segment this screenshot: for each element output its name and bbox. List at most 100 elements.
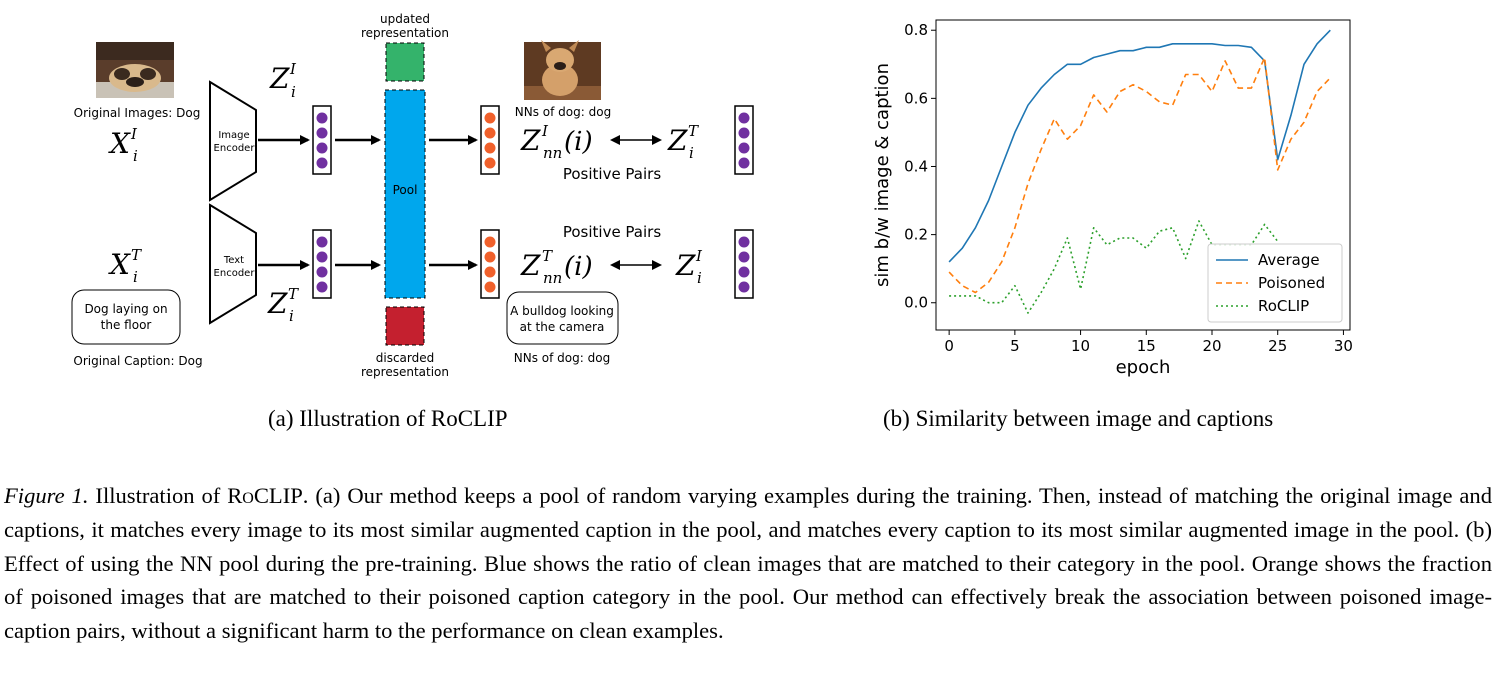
figure-caption: Figure 1. Illustration of RoCLIP. (a) Ou…	[4, 479, 1492, 648]
text-embedding-vector	[312, 229, 332, 299]
figure-caption-pre: Illustration of	[88, 483, 228, 508]
nn-caption-box: A bulldog looking at the camera	[506, 291, 619, 345]
pool-label: Pool	[393, 183, 418, 197]
positive-pairs-label-bottom: Positive Pairs	[563, 223, 661, 241]
z-nn-image-sub: nn	[543, 144, 562, 162]
pool-block	[384, 89, 426, 299]
x-tick-label: 0	[944, 337, 954, 355]
discarded-representation-block	[385, 306, 425, 346]
updated-representation-block	[385, 42, 425, 82]
discarded-label-2: representation	[361, 365, 449, 379]
figure-label: Figure 1.	[4, 483, 89, 508]
z-text-top-sub: i	[689, 144, 694, 162]
updated-label-2: representation	[361, 26, 449, 40]
original-caption-box: Dog laying on the floor	[71, 289, 181, 345]
orig-caption-line-1: Dog laying on	[84, 302, 167, 316]
x-image-sub: i	[133, 147, 138, 165]
bulldog-image	[524, 40, 601, 100]
orig-images-label: Original Images: Dog	[74, 106, 201, 120]
image-embedding-vector	[312, 105, 332, 175]
x-tick-label: 10	[1071, 337, 1090, 355]
x-axis-label: epoch	[1116, 357, 1171, 378]
plot-frame	[935, 19, 1351, 331]
z-nn-text-symbol: Z T nn (i)	[520, 247, 593, 287]
z-text-symbol-top: Z T i	[667, 122, 699, 162]
z-image-sup: I	[289, 60, 297, 78]
z-text-sup: T	[288, 285, 299, 303]
nn-caption-line-2: at the camera	[520, 320, 605, 334]
text-embedding-vector-right-top	[734, 105, 754, 175]
series-line-average	[948, 29, 1331, 263]
z-nn-image-sup: I	[541, 122, 549, 140]
z-nn-image-base: Z	[520, 124, 541, 157]
image-encoder-label-1: Image	[218, 130, 249, 141]
figure-caption-text: . (a) Our method keeps a pool of random …	[4, 483, 1493, 644]
text-encoder: Text Encoder	[209, 203, 257, 325]
z-text-symbol: Z T i	[267, 285, 299, 325]
z-nn-image-symbol: Z I nn (i)	[520, 122, 593, 162]
legend-box	[1207, 243, 1343, 323]
nn-image-vector	[480, 105, 500, 175]
nn-dog-label-bottom: NNs of dog: dog	[514, 351, 610, 365]
z-text-top-sup: T	[688, 122, 699, 140]
similarity-chart: 0 5 10 15 20 25 30 0.0 0.2 0.4 0.6 0.8 epoch sim b/w …	[872, 19, 1353, 378]
chart-series	[948, 29, 1331, 314]
x-tick-label: 5	[1010, 337, 1020, 355]
y-tick-label: 0.6	[904, 89, 928, 107]
x-tick-label: 30	[1334, 337, 1353, 355]
z-nn-text-arg: (i)	[564, 252, 593, 282]
x-tick-label: 25	[1268, 337, 1287, 355]
series-line-roclip	[949, 220, 1279, 314]
text-encoder-label-1: Text	[223, 255, 244, 266]
text-encoder-label-2: Encoder	[214, 268, 256, 279]
nn-text-vector	[480, 229, 500, 299]
x-text-base: X	[108, 248, 131, 281]
legend-label-average: Average	[1258, 251, 1320, 269]
z-text-base: Z	[267, 287, 288, 320]
roclip-diagram: Original Images: Dog X I i Image Encoder…	[71, 12, 754, 379]
chart-axes: 0 5 10 15 20 25 30 0.0 0.2 0.4 0.6 0.8 epoch sim b/w …	[872, 19, 1353, 378]
z-nn-image-arg: (i)	[564, 127, 593, 157]
pug-dog-image	[96, 42, 174, 98]
z-nn-text-sup: T	[542, 247, 553, 265]
x-text-sup: T	[131, 246, 142, 264]
x-text-symbol: X T i	[108, 246, 142, 286]
image-embedding-vector-right-bottom	[734, 229, 754, 299]
subcaption-a: (a) Illustration of RoCLIP	[268, 406, 508, 431]
x-text-sub: i	[133, 268, 138, 286]
positive-pairs-label-top: Positive Pairs	[563, 165, 661, 183]
nn-caption-line-1: A bulldog looking	[510, 304, 614, 318]
image-encoder: Image Encoder	[209, 80, 257, 202]
legend-label-poisoned: Poisoned	[1258, 274, 1325, 292]
z-image-base: Z	[269, 62, 290, 95]
series-line-poisoned	[948, 56, 1331, 294]
z-image-bottom-sup: I	[695, 247, 703, 265]
discarded-label-1: discarded	[376, 351, 435, 365]
z-text-top-base: Z	[667, 124, 688, 157]
y-tick-label: 0.8	[904, 21, 928, 39]
updated-label-1: updated	[380, 12, 430, 26]
figure-caption-name: RoCLIP	[227, 483, 303, 508]
nn-dog-label-top: NNs of dog: dog	[515, 105, 611, 119]
z-nn-text-base: Z	[520, 249, 541, 282]
z-image-bottom-base: Z	[675, 249, 696, 282]
z-image-sub: i	[291, 83, 296, 101]
x-image-base: X	[108, 127, 131, 160]
y-tick-label: 0.0	[904, 294, 928, 312]
x-image-symbol: X I i	[108, 125, 138, 165]
z-image-symbol: Z I i	[269, 60, 297, 101]
x-image-sup: I	[130, 125, 138, 143]
chart-legend: Average Poisoned RoCLIP	[1207, 243, 1343, 323]
y-tick-label: 0.4	[904, 157, 928, 175]
y-tick-label: 0.2	[904, 226, 928, 244]
z-text-sub: i	[289, 307, 294, 325]
image-encoder-label-2: Encoder	[214, 143, 256, 154]
z-image-symbol-bottom: Z I i	[675, 247, 703, 287]
y-axis-label: sim b/w image & caption	[872, 63, 893, 287]
x-tick-label: 15	[1137, 337, 1156, 355]
legend-label-roclip: RoCLIP	[1258, 297, 1309, 315]
z-image-bottom-sub: i	[697, 269, 702, 287]
subcaption-b: (b) Similarity between image and caption…	[883, 406, 1274, 431]
orig-caption-label: Original Caption: Dog	[73, 354, 202, 368]
x-tick-label: 20	[1202, 337, 1221, 355]
